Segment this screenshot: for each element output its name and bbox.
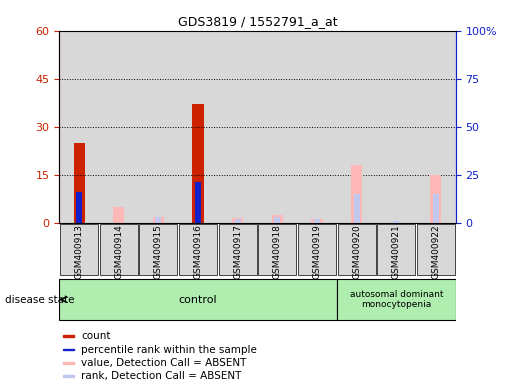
FancyBboxPatch shape [259, 224, 296, 275]
Text: GSM400921: GSM400921 [392, 224, 401, 279]
FancyBboxPatch shape [338, 224, 375, 275]
Text: GSM400914: GSM400914 [114, 224, 123, 279]
Text: value, Detection Call = ABSENT: value, Detection Call = ABSENT [81, 358, 246, 368]
Text: GSM400916: GSM400916 [194, 224, 202, 279]
Bar [63, 376, 74, 377]
FancyBboxPatch shape [100, 224, 138, 275]
Bar [76, 192, 82, 223]
Bar [258, 31, 297, 223]
Text: percentile rank within the sample: percentile rank within the sample [81, 344, 257, 354]
Bar [274, 217, 280, 223]
Text: rank, Detection Call = ABSENT: rank, Detection Call = ABSENT [81, 371, 242, 381]
Text: GSM400917: GSM400917 [233, 224, 242, 279]
Text: GSM400922: GSM400922 [432, 224, 440, 279]
Bar [218, 31, 258, 223]
FancyBboxPatch shape [337, 279, 456, 320]
Bar [63, 362, 74, 364]
Text: GSM400918: GSM400918 [273, 224, 282, 279]
FancyBboxPatch shape [59, 279, 337, 320]
Bar [232, 218, 243, 223]
Bar [312, 219, 322, 223]
FancyBboxPatch shape [219, 224, 256, 275]
Bar [376, 31, 416, 223]
FancyBboxPatch shape [60, 224, 98, 275]
Text: GSM400920: GSM400920 [352, 224, 361, 279]
Bar [99, 31, 139, 223]
Bar [272, 215, 283, 223]
Bar [433, 194, 439, 223]
Bar [416, 31, 456, 223]
Text: count: count [81, 331, 111, 341]
Bar [431, 175, 441, 223]
Text: disease state: disease state [5, 295, 75, 305]
Bar [393, 221, 399, 223]
Bar [139, 31, 178, 223]
Text: autosomal dominant
monocytopenia: autosomal dominant monocytopenia [350, 290, 443, 309]
Text: GSM400919: GSM400919 [313, 224, 321, 279]
Bar [314, 219, 320, 223]
FancyBboxPatch shape [377, 224, 415, 275]
Bar [178, 31, 218, 223]
Bar [63, 349, 74, 351]
Bar [193, 104, 203, 223]
Bar [195, 182, 201, 223]
Text: GSM400915: GSM400915 [154, 224, 163, 279]
Bar [113, 207, 124, 223]
Bar [235, 219, 241, 223]
Text: control: control [179, 295, 217, 305]
Bar [156, 217, 161, 223]
Bar [153, 217, 164, 223]
Bar [337, 31, 376, 223]
Bar [74, 143, 84, 223]
Bar [297, 31, 337, 223]
Bar [63, 335, 74, 337]
FancyBboxPatch shape [140, 224, 177, 275]
Text: GSM400913: GSM400913 [75, 224, 83, 279]
FancyBboxPatch shape [298, 224, 336, 275]
Bar [354, 194, 359, 223]
Text: GDS3819 / 1552791_a_at: GDS3819 / 1552791_a_at [178, 15, 337, 28]
FancyBboxPatch shape [179, 224, 217, 275]
FancyBboxPatch shape [417, 224, 455, 275]
Bar [351, 165, 362, 223]
Bar [59, 31, 99, 223]
